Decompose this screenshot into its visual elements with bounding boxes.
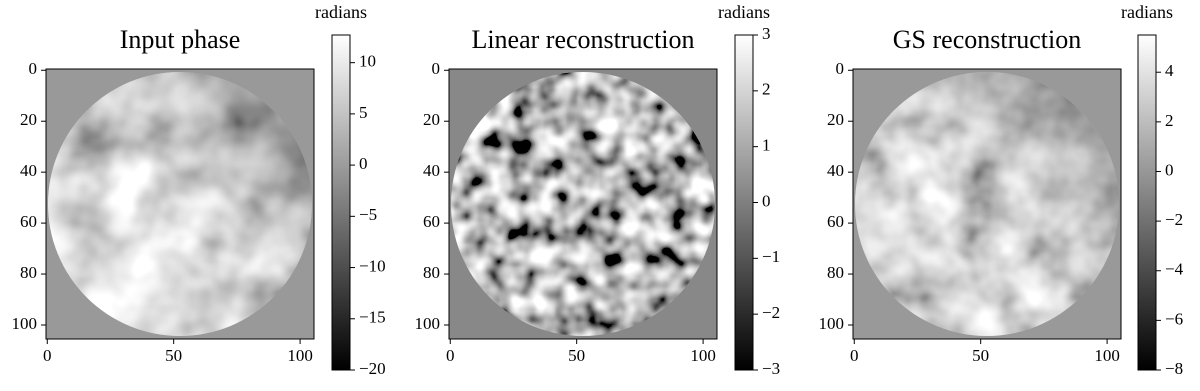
y-tick-label: 100 — [12, 314, 38, 333]
y-tick-label: 40 — [423, 161, 440, 180]
colorbar-tick-label: −2 — [762, 303, 780, 322]
colorbar-tick-label: −15 — [359, 308, 386, 327]
colorbar-tick-label: −6 — [1165, 309, 1183, 328]
y-tick-label: 20 — [827, 110, 844, 129]
y-tick-label: 20 — [20, 110, 37, 129]
colorbar-label: radians — [315, 2, 367, 22]
colorbar-tick-label: 2 — [762, 80, 771, 99]
y-tick-label: 0 — [29, 59, 38, 78]
colorbar-tick-label: −2 — [1165, 210, 1183, 229]
x-tick-label: 50 — [568, 346, 585, 365]
colorbar-tick-label: −4 — [1165, 260, 1184, 279]
y-tick-label: 0 — [836, 59, 845, 78]
y-tick-label: 40 — [20, 161, 37, 180]
y-tick-label: 80 — [20, 263, 37, 282]
y-tick-label: 80 — [827, 263, 844, 282]
phase-texture — [451, 72, 715, 336]
x-tick-label: 0 — [850, 346, 859, 365]
phase-image — [855, 72, 1119, 336]
colorbar-tick-label: 1 — [762, 136, 771, 155]
x-tick-label: 50 — [165, 346, 182, 365]
axes-frame — [852, 68, 1122, 340]
y-tick-label: 60 — [827, 212, 844, 231]
phase-image — [48, 72, 312, 336]
phase-shade — [48, 72, 312, 336]
colorbar — [331, 34, 351, 371]
colorbar-tick-label: 5 — [359, 103, 368, 122]
y-tick-label: 40 — [827, 161, 844, 180]
colorbar-label: radians — [1121, 2, 1173, 22]
colorbar — [1137, 34, 1157, 371]
colorbar — [734, 34, 754, 371]
colorbar-tick-label: 3 — [762, 24, 771, 43]
x-tick-label: 100 — [287, 346, 313, 365]
colorbar-tick-label: 0 — [762, 191, 771, 210]
axes-frame — [448, 68, 718, 340]
colorbar-tick-label: 2 — [1165, 111, 1174, 130]
y-tick-label: 100 — [819, 314, 845, 333]
colorbar-tick-label: 0 — [359, 154, 368, 173]
title: GS reconstruction — [893, 25, 1081, 54]
colorbar-tick-label: −1 — [762, 247, 780, 266]
y-tick-label: 60 — [20, 212, 37, 231]
y-tick-label: 0 — [432, 59, 441, 78]
x-tick-label: 100 — [1094, 346, 1120, 365]
y-tick-label: 80 — [423, 263, 440, 282]
y-tick-label: 20 — [423, 110, 440, 129]
x-tick-label: 0 — [446, 346, 455, 365]
colorbar-tick-label: 4 — [1165, 61, 1174, 80]
colorbar-tick-label: −3 — [762, 359, 780, 378]
x-tick-label: 50 — [972, 346, 989, 365]
colorbar-tick-label: 10 — [359, 52, 376, 71]
phase-shade — [855, 72, 1119, 336]
x-tick-label: 0 — [43, 346, 52, 365]
phase-image — [451, 72, 715, 336]
colorbar-label: radians — [718, 2, 770, 22]
y-tick-label: 100 — [415, 314, 441, 333]
title: Linear reconstruction — [471, 25, 694, 54]
axes-frame — [45, 68, 315, 340]
y-tick-label: 60 — [423, 212, 440, 231]
title: Input phase — [120, 25, 241, 54]
colorbar-tick-label: 0 — [1165, 160, 1174, 179]
colorbar-tick-label: −8 — [1165, 359, 1183, 378]
colorbar-tick-label: −20 — [359, 359, 386, 378]
colorbar-tick-label: −5 — [359, 205, 377, 224]
x-tick-label: 100 — [690, 346, 716, 365]
colorbar-tick-label: −10 — [359, 256, 386, 275]
